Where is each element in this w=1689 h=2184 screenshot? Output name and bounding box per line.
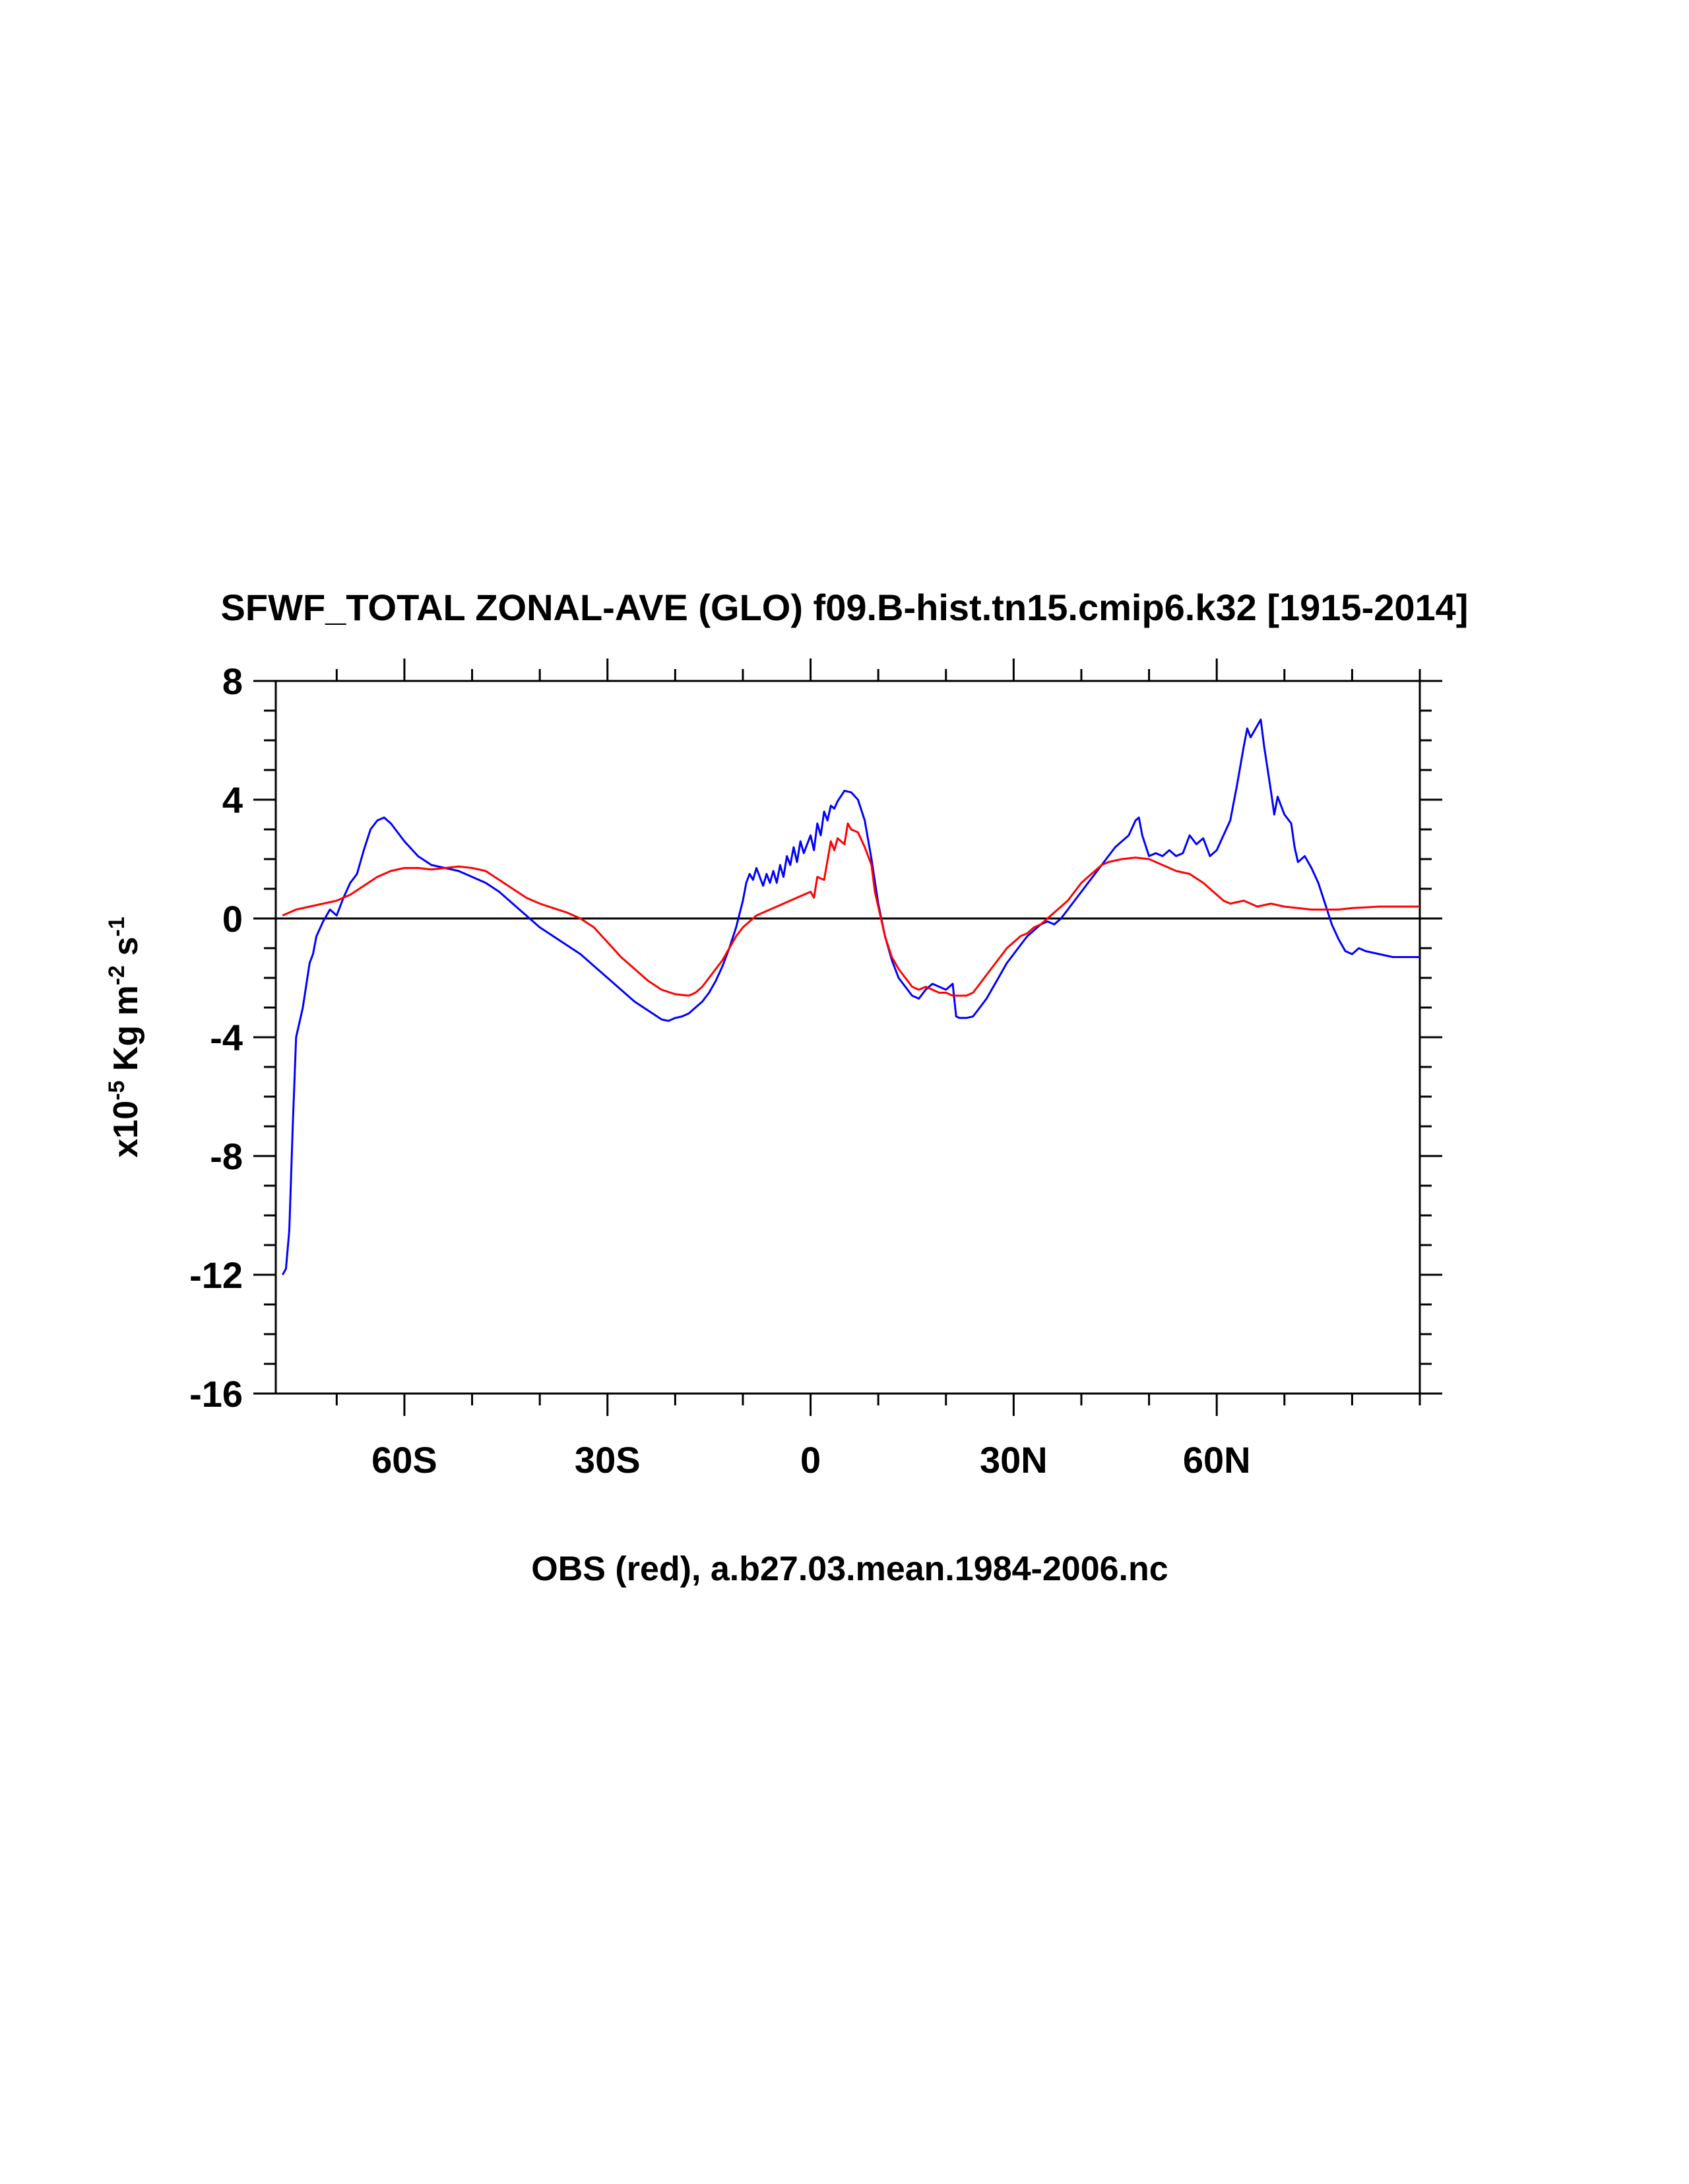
x-tick-label: 30N [980,1439,1048,1481]
y-label-unit1: Kg m [107,985,145,1080]
y-label-unit2: s [107,937,145,965]
x-tick-label: 60S [371,1439,437,1481]
y-tick-label: -8 [210,1136,243,1177]
series-line-red [282,822,1420,997]
plot-frame [274,680,1421,1395]
y-tick-label: -4 [210,1017,243,1058]
y-axis-label: x10-5 Kg m-2 s-1 [104,916,145,1157]
x-tick-label: 60N [1183,1439,1251,1481]
y-label-exp3: -1 [104,916,129,936]
y-tick-label: 8 [222,660,243,702]
y-axis-ticks: 8 4 0 -4 -8 -12 -16 [189,660,1442,1415]
x-tick-label: 0 [800,1439,821,1481]
x-axis-ticks: 60S 30S 0 30N 60N [335,658,1421,1481]
chart-title: SFWF_TOTAL ZONAL-AVE (GLO) f09.B-hist.tn… [221,587,1469,628]
y-tick-label: -12 [189,1254,243,1296]
y-tick-label: 0 [222,898,243,940]
series-line-blue [281,719,1420,1275]
y-tick-label: 4 [222,779,243,821]
x-axis-label: OBS (red), a.b27.03.mean.1984-2006.nc [531,1550,1168,1588]
y-label-exp1: -5 [104,1081,129,1101]
y-label-exp2: -2 [104,965,129,985]
y-label-prefix: x10 [107,1101,145,1158]
y-tick-label: -16 [189,1373,243,1415]
x-tick-label: 30S [575,1439,641,1481]
series-layer [281,719,1420,1275]
